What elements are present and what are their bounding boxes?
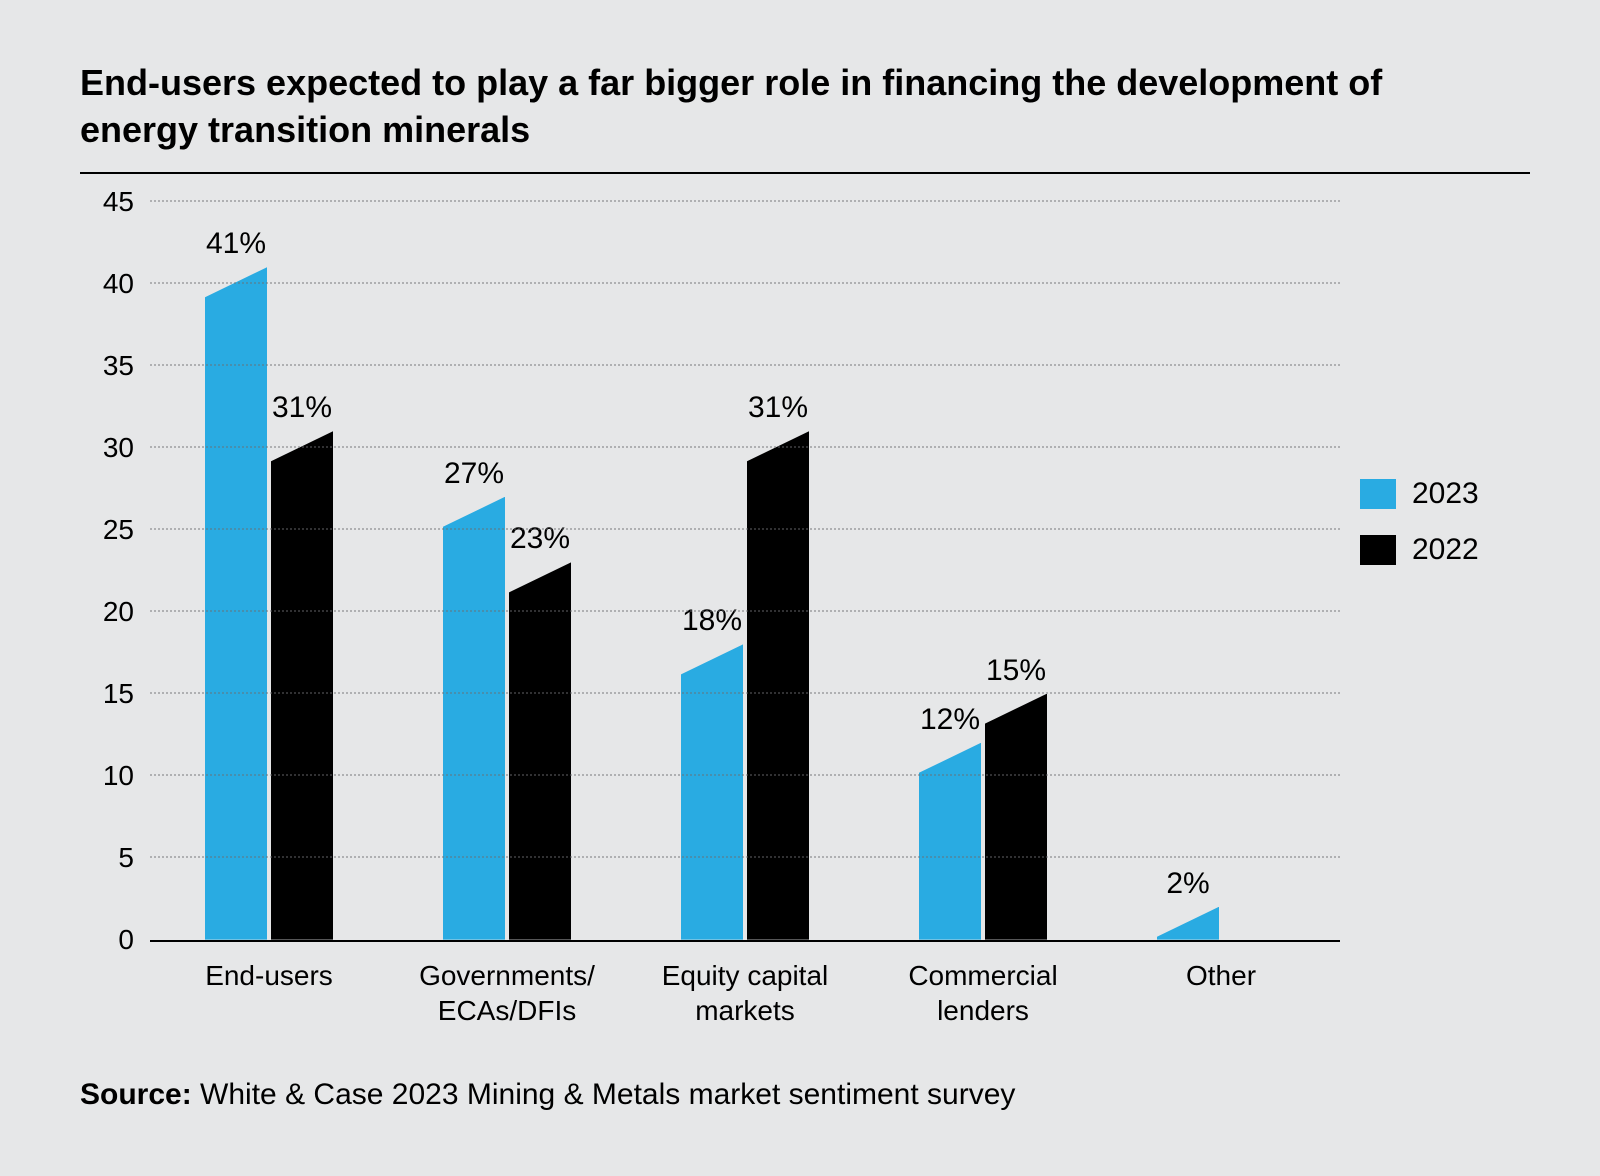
legend-label: 2023 xyxy=(1412,477,1479,511)
bars-row: 41%31%27%23%18%31%12%15%2% xyxy=(150,202,1340,940)
bar-group: 41% 31% xyxy=(150,202,388,940)
bar-value-label: 31% xyxy=(272,391,332,425)
x-axis-category-label: Equity capitalmarkets xyxy=(626,942,864,1032)
bar-slot: 2% xyxy=(1157,202,1219,940)
plot-area: 41%31%27%23%18%31%12%15%2% 0510152025303… xyxy=(150,202,1340,942)
bar-slot: 12% xyxy=(919,202,981,940)
bar-slot: 27% xyxy=(443,202,505,940)
bar-group: 12%15% xyxy=(864,202,1102,940)
legend: 2023 2022 xyxy=(1360,477,1530,589)
bar-slot: 41% xyxy=(205,202,267,940)
bar-value-label: 27% xyxy=(444,457,504,491)
chart-container: End-users expected to play a far bigger … xyxy=(0,0,1600,1176)
bar xyxy=(681,644,743,939)
bar xyxy=(919,743,981,940)
bar-group: 18%31% xyxy=(626,202,864,940)
legend-item: 2022 xyxy=(1360,533,1530,567)
bar-slot xyxy=(1223,202,1285,940)
y-axis-tick-label: 15 xyxy=(103,678,150,710)
title-rule xyxy=(80,172,1530,174)
bar-value-label: 41% xyxy=(206,227,266,261)
y-axis-tick-label: 35 xyxy=(103,350,150,382)
bar-slot: 31% xyxy=(747,202,809,940)
bar xyxy=(747,431,809,939)
y-axis-tick-label: 20 xyxy=(103,596,150,628)
bar-slot: 18% xyxy=(681,202,743,940)
bar-slot: 31% xyxy=(271,202,333,940)
bar xyxy=(205,267,267,939)
source-line: Source: White & Case 2023 Mining & Metal… xyxy=(80,1078,1530,1112)
bar-slot: 15% xyxy=(985,202,1047,940)
bar-group: 2% xyxy=(1102,202,1340,940)
bar-group: 27%23% xyxy=(388,202,626,940)
y-axis-tick-label: 5 xyxy=(118,842,150,874)
chart-area: 41%31%27%23%18%31%12%15%2% 0510152025303… xyxy=(80,202,1530,1032)
gridline xyxy=(150,528,1340,530)
bar-value-label: 15% xyxy=(986,654,1046,688)
gridline xyxy=(150,610,1340,612)
source-label: Source: xyxy=(80,1078,192,1111)
y-axis-tick-label: 10 xyxy=(103,760,150,792)
x-axis-category-label: Governments/ECAs/DFIs xyxy=(388,942,626,1032)
bar xyxy=(443,497,505,940)
gridline xyxy=(150,446,1340,448)
x-axis-category-label: End-users xyxy=(150,942,388,1032)
source-text: White & Case 2023 Mining & Metals market… xyxy=(200,1078,1015,1111)
gridline xyxy=(150,364,1340,366)
legend-swatch xyxy=(1360,479,1396,509)
bar xyxy=(1157,907,1219,940)
y-axis-tick-label: 30 xyxy=(103,432,150,464)
legend-item: 2023 xyxy=(1360,477,1530,511)
bar xyxy=(271,431,333,939)
chart-title: End-users expected to play a far bigger … xyxy=(80,60,1480,154)
bar-slot: 23% xyxy=(509,202,571,940)
legend-label: 2022 xyxy=(1412,533,1479,567)
x-axis-labels: End-usersGovernments/ECAs/DFIsEquity cap… xyxy=(150,942,1340,1032)
bar xyxy=(985,694,1047,940)
x-axis-category-label: Commerciallenders xyxy=(864,942,1102,1032)
y-axis-tick-label: 0 xyxy=(118,924,150,956)
y-axis-tick-label: 25 xyxy=(103,514,150,546)
bar-value-label: 31% xyxy=(748,391,808,425)
legend-swatch xyxy=(1360,535,1396,565)
gridline xyxy=(150,282,1340,284)
bar-value-label: 12% xyxy=(920,703,980,737)
x-axis-category-label: Other xyxy=(1102,942,1340,1032)
bar xyxy=(509,562,571,939)
y-axis-tick-label: 40 xyxy=(103,268,150,300)
gridline xyxy=(150,856,1340,858)
gridline xyxy=(150,200,1340,202)
gridline xyxy=(150,774,1340,776)
gridline xyxy=(150,692,1340,694)
y-axis-tick-label: 45 xyxy=(103,186,150,218)
bar-value-label: 2% xyxy=(1166,867,1209,901)
